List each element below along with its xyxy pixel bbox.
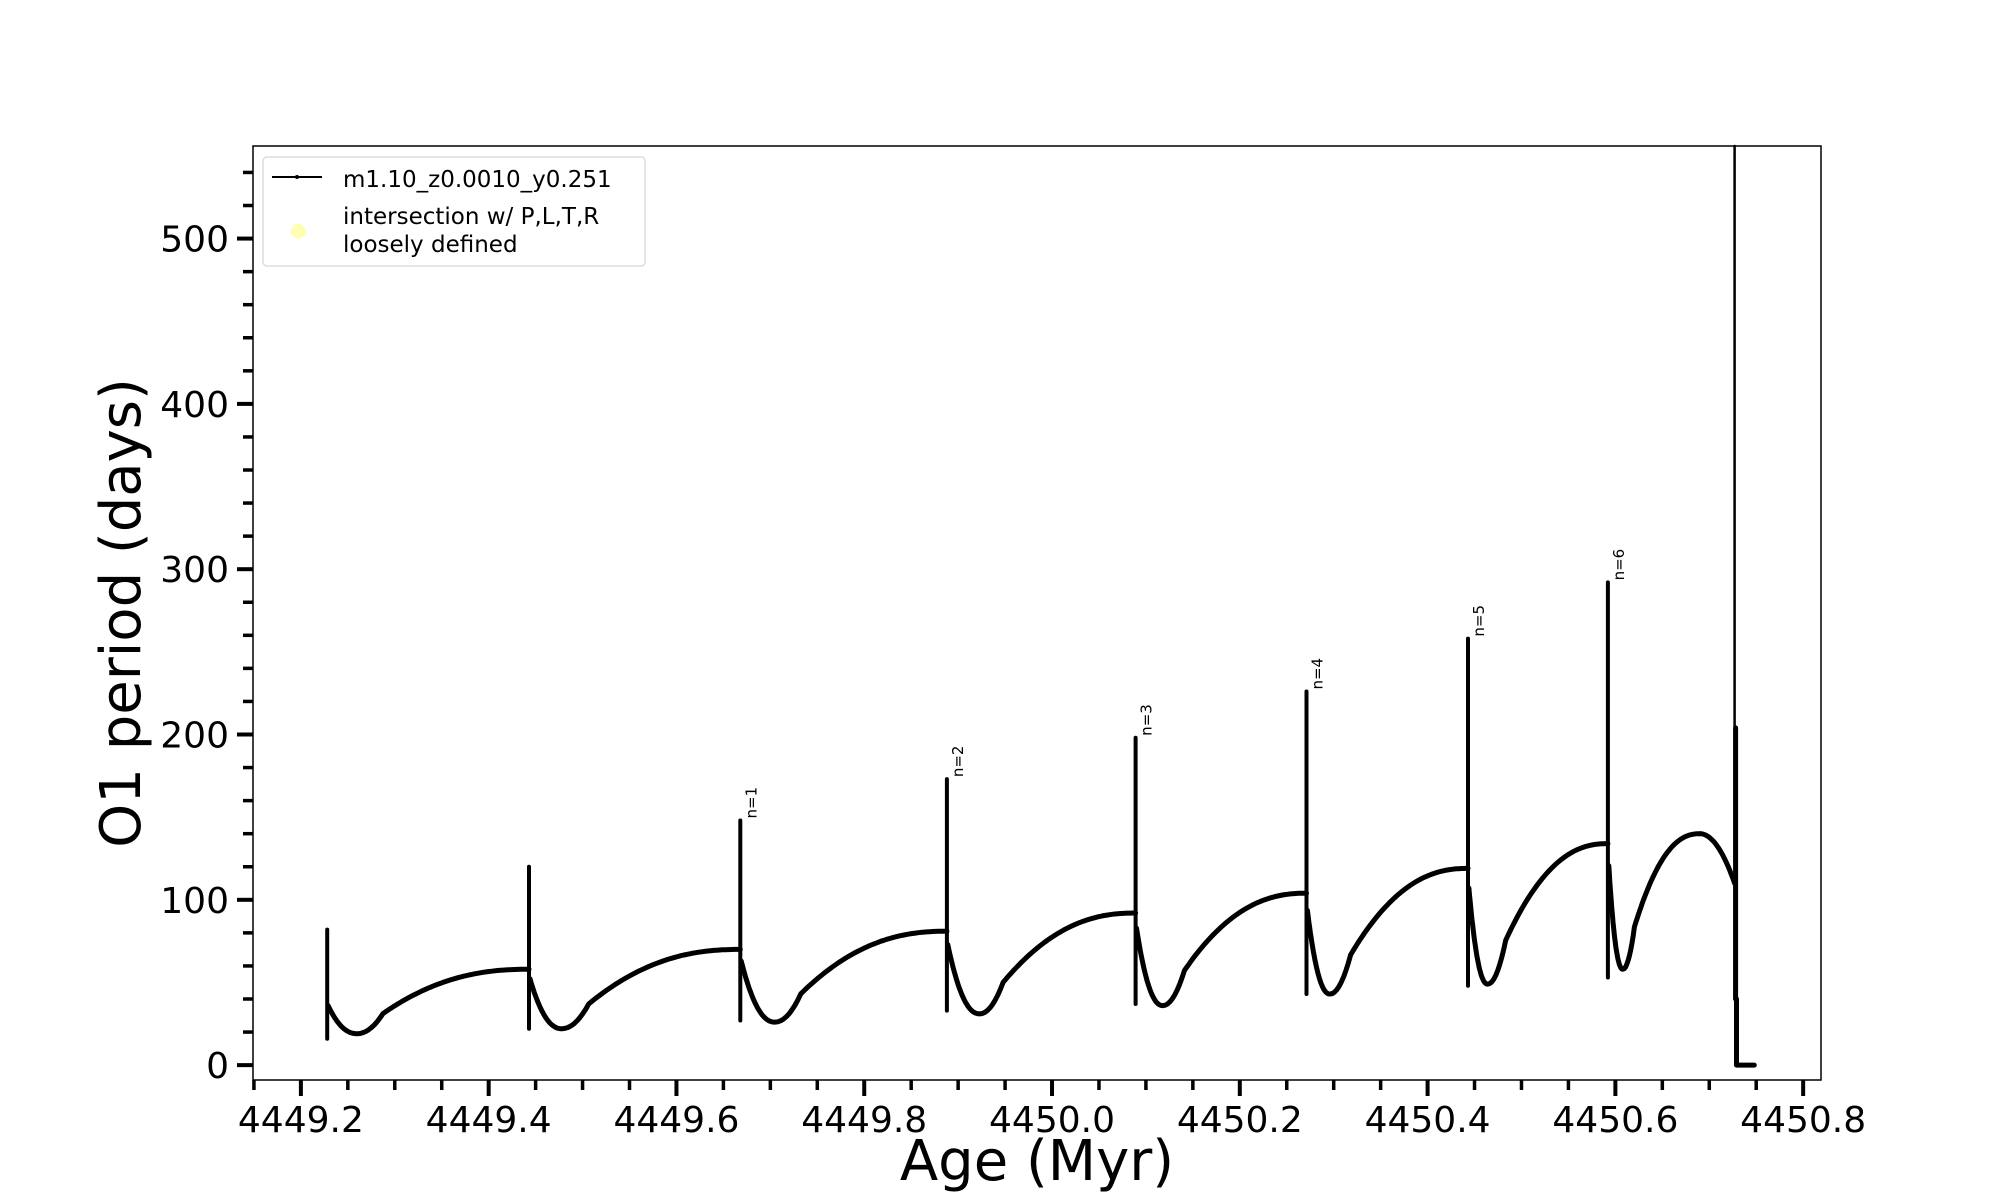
y-axis-ticks: 0 100 200 300 400 500 (160, 170, 253, 1087)
x-tick-label: 4449.6 (613, 1100, 739, 1141)
x-tick-label: 4449.8 (801, 1100, 927, 1141)
legend: m1.10_z0.0010_y0.251 intersection w/ P,L… (262, 156, 646, 267)
x-axis-label: Age (Myr) (900, 1129, 1174, 1194)
legend-label-intersection-2: loosely defined (343, 232, 518, 258)
y-tick-label: 500 (160, 220, 229, 261)
cycle-curve (1466, 841, 1611, 987)
cycle-curve (1304, 865, 1471, 997)
pulse-label: n=6 (1610, 549, 1628, 581)
pulse-label: n=3 (1138, 704, 1156, 736)
series-line-m1.10 (325, 144, 1757, 1068)
x-tick-label: 4450.6 (1552, 1100, 1678, 1141)
x-tick-label: 4449.4 (426, 1100, 552, 1141)
pulse-labels: n=1 n=2 n=3 n=4 n=5 n=6 (742, 549, 1628, 819)
pulse-label: n=2 (949, 746, 967, 778)
x-tick-label: 4450.2 (1177, 1100, 1303, 1141)
cycle-curve (527, 946, 743, 1032)
cycle-curve (325, 966, 532, 1037)
y-axis-label: O1 period (days) (89, 378, 154, 848)
x-axis-ticks: 4449.2 4449.4 4449.6 4449.8 4450.0 4450.2 4450… (238, 1080, 1866, 1141)
pulse-label: n=1 (742, 787, 760, 819)
y-tick-label: 200 (160, 716, 229, 757)
final-drop (1734, 996, 1757, 1068)
x-tick-label: 4450.8 (1740, 1100, 1866, 1141)
final-decline (1697, 831, 1738, 886)
y-tick-label: 0 (206, 1046, 229, 1087)
x-tick-label: 4450.0 (989, 1100, 1115, 1141)
cycle-curve (738, 928, 950, 1025)
x-tick-label: 4450.4 (1365, 1100, 1491, 1141)
pulse-label: n=5 (1470, 605, 1488, 637)
y-tick-label: 100 (160, 881, 229, 922)
legend-label-model: m1.10_z0.0010_y0.251 (343, 167, 612, 193)
cycle-curve (1606, 831, 1703, 972)
plot-frame (252, 145, 1822, 1081)
legend-box (262, 156, 646, 267)
legend-dot-marker (295, 175, 299, 179)
pulse-label: n=4 (1308, 658, 1326, 690)
y-tick-label: 300 (160, 550, 229, 591)
cycle-curve (945, 910, 1139, 1017)
y-tick-label: 400 (160, 385, 229, 426)
cycle-curve (1134, 890, 1309, 1009)
legend-yellow-circle (290, 223, 306, 239)
x-tick-label: 4449.2 (238, 1100, 364, 1141)
legend-label-intersection-1: intersection w/ P,L,T,R (343, 204, 599, 230)
